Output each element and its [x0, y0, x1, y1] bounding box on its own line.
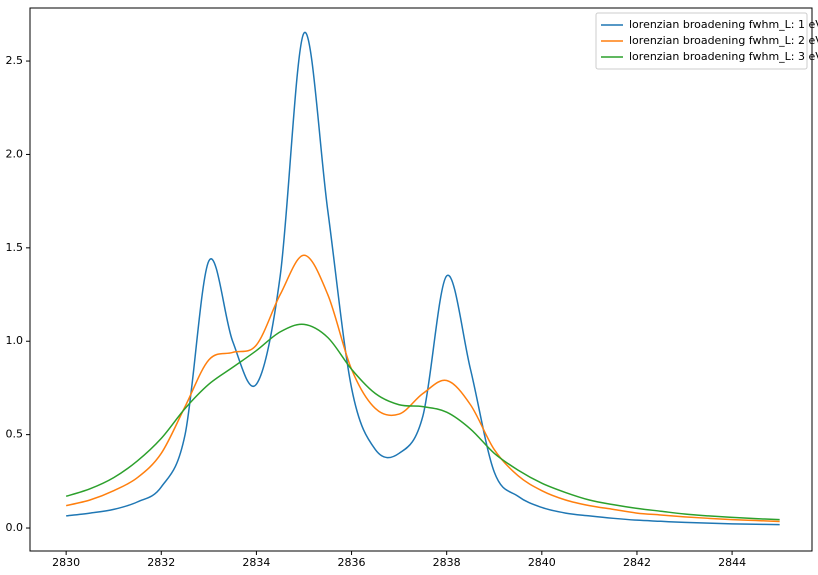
legend-box — [595, 12, 808, 70]
y-tick-label: 2.5 — [6, 54, 24, 67]
x-tick-label: 2830 — [52, 556, 80, 569]
x-tick-label: 2844 — [718, 556, 746, 569]
legend: lorenzian broadening fwhm_L: 1 eV lorenzi… — [595, 12, 818, 70]
legend-label: lorenzian broadening fwhm_L: 3 eV — [629, 50, 818, 63]
plot-area — [65, 31, 780, 526]
x-tick-label: 2834 — [242, 556, 270, 569]
y-tick-label: 1.0 — [6, 334, 24, 347]
x-tick-label: 2838 — [433, 556, 461, 569]
legend-label: lorenzian broadening fwhm_L: 2 eV — [629, 34, 818, 47]
x-tick-label: 2836 — [338, 556, 366, 569]
series-line — [66, 31, 780, 526]
axes-frame — [29, 7, 813, 552]
y-tick-label: 0.0 — [6, 521, 24, 534]
y-tick-label: 2.0 — [6, 147, 24, 160]
legend-label: lorenzian broadening fwhm_L: 1 eV — [629, 18, 818, 31]
y-tick-label: 1.5 — [6, 241, 24, 254]
x-tick-label: 2832 — [147, 556, 175, 569]
x-tick-label: 2840 — [528, 556, 556, 569]
series-line — [65, 323, 780, 521]
y-tick-label: 0.5 — [6, 428, 24, 441]
x-tick-label: 2842 — [623, 556, 651, 569]
series-line — [65, 254, 780, 523]
